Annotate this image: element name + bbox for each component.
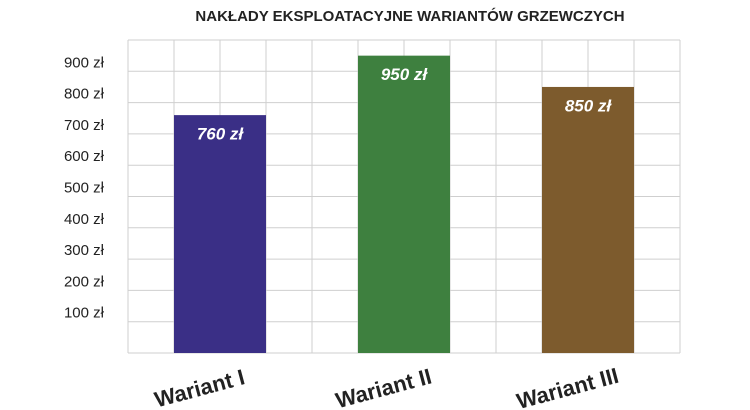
y-tick-label: 200 zł [64, 273, 105, 290]
y-tick-label: 800 zł [64, 86, 105, 103]
y-tick-label: 600 zł [64, 148, 105, 165]
y-tick-label: 100 zł [64, 305, 105, 322]
x-tick-label: Wariant III [514, 363, 621, 410]
value-label: 850 zł [565, 96, 613, 115]
x-tick-label: Wariant I [152, 364, 247, 410]
bar [174, 115, 266, 354]
bar [358, 55, 450, 354]
y-tick-label: 400 zł [64, 211, 105, 228]
y-tick-label: 500 zł [64, 179, 105, 196]
y-tick-label: 900 zł [64, 54, 105, 71]
x-tick-label: Wariant II [333, 364, 434, 410]
y-tick-label: 300 zł [64, 242, 105, 259]
value-label: 760 zł [197, 125, 245, 144]
bar [542, 86, 634, 353]
value-label: 950 zł [381, 65, 429, 84]
chart-title: NAKŁADY EKSPLOATACYJNE WARIANTÓW GRZEWCZ… [195, 7, 624, 25]
y-tick-label: 700 zł [64, 117, 105, 134]
